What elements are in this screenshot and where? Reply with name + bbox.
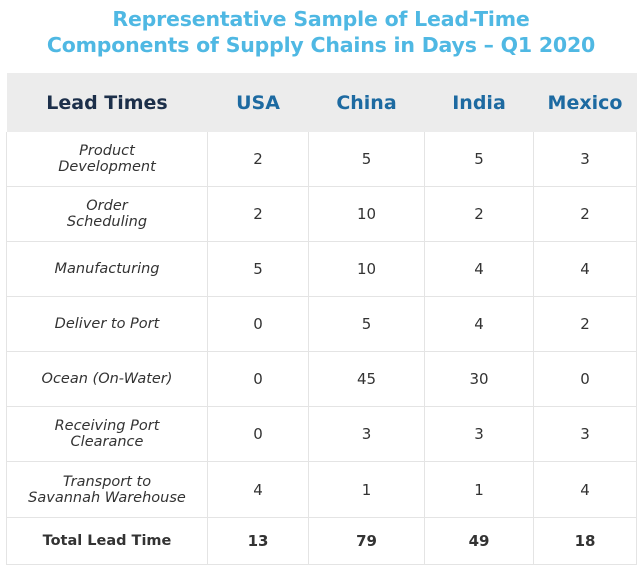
table-row: Transport to Savannah Warehouse 4 1 1 4 bbox=[6, 461, 637, 518]
cell-value-mexico: 4 bbox=[533, 461, 637, 518]
row-label-line: Order bbox=[86, 198, 128, 214]
table-row: Ocean (On-Water) 0 45 30 0 bbox=[6, 351, 637, 407]
table-row: Deliver to Port 0 5 4 2 bbox=[6, 296, 637, 352]
total-value-china: 79 bbox=[308, 517, 425, 565]
header-row: Lead Times USA China India Mexico bbox=[6, 73, 637, 132]
cell-value-usa: 0 bbox=[207, 351, 309, 407]
row-label: Product Development bbox=[6, 132, 208, 187]
table-row: Order Scheduling 2 10 2 2 bbox=[6, 186, 637, 242]
row-label-line: Ocean (On-Water) bbox=[41, 371, 173, 387]
row-label-line: Receiving Port bbox=[54, 418, 160, 434]
row-label-line: Scheduling bbox=[66, 214, 148, 230]
cell-value-usa: 0 bbox=[207, 296, 309, 352]
total-value-mexico: 18 bbox=[533, 517, 637, 565]
row-label-line: Clearance bbox=[70, 434, 144, 450]
cell-value-usa: 0 bbox=[207, 406, 309, 462]
cell-value-china: 1 bbox=[308, 461, 425, 518]
cell-value-mexico: 3 bbox=[533, 132, 637, 187]
table-row: Receiving Port Clearance 0 3 3 3 bbox=[6, 406, 637, 462]
chart-title: Representative Sample of Lead-Time Compo… bbox=[0, 6, 642, 58]
cell-value-china: 10 bbox=[308, 241, 425, 297]
cell-value-mexico: 3 bbox=[533, 406, 637, 462]
column-header-usa: USA bbox=[207, 73, 309, 132]
row-label: Ocean (On-Water) bbox=[6, 351, 208, 407]
total-value-india: 49 bbox=[424, 517, 534, 565]
cell-value-china: 10 bbox=[308, 186, 425, 242]
column-header-mexico: Mexico bbox=[533, 73, 637, 132]
cell-value-mexico: 2 bbox=[533, 296, 637, 352]
cell-value-mexico: 4 bbox=[533, 241, 637, 297]
row-label-line: Savannah Warehouse bbox=[28, 489, 186, 506]
row-label: Transport to Savannah Warehouse bbox=[6, 461, 208, 518]
row-label-line: Development bbox=[58, 159, 156, 175]
cell-value-china: 5 bbox=[308, 296, 425, 352]
total-value-usa: 13 bbox=[207, 517, 309, 565]
lead-time-table: Lead Times USA China India Mexico Produc… bbox=[6, 73, 637, 565]
cell-value-india: 5 bbox=[424, 132, 534, 187]
cell-value-china: 5 bbox=[308, 132, 425, 187]
cell-value-india: 4 bbox=[424, 241, 534, 297]
cell-value-india: 1 bbox=[424, 461, 534, 518]
row-label: Receiving Port Clearance bbox=[6, 406, 208, 462]
chart-title-line-2: Components of Supply Chains in Days – Q1… bbox=[46, 33, 596, 57]
cell-value-india: 2 bbox=[424, 186, 534, 242]
row-label: Manufacturing bbox=[6, 241, 208, 297]
total-label: Total Lead Time bbox=[6, 517, 208, 565]
table-row: Product Development 2 5 5 3 bbox=[6, 132, 637, 187]
row-label-line: Deliver to Port bbox=[54, 316, 160, 332]
cell-value-india: 3 bbox=[424, 406, 534, 462]
cell-value-usa: 5 bbox=[207, 241, 309, 297]
cell-value-mexico: 2 bbox=[533, 186, 637, 242]
cell-value-usa: 4 bbox=[207, 461, 309, 518]
cell-value-usa: 2 bbox=[207, 186, 309, 242]
table-row: Manufacturing 5 10 4 4 bbox=[6, 241, 637, 297]
column-header-china: China bbox=[308, 73, 425, 132]
total-row: Total Lead Time 13 79 49 18 bbox=[6, 517, 637, 565]
cell-value-india: 30 bbox=[424, 351, 534, 407]
cell-value-mexico: 0 bbox=[533, 351, 637, 407]
row-label-line: Manufacturing bbox=[54, 261, 160, 277]
chart-title-line-1: Representative Sample of Lead-Time bbox=[112, 7, 530, 31]
cell-value-usa: 2 bbox=[207, 132, 309, 187]
cell-value-china: 45 bbox=[308, 351, 425, 407]
cell-value-india: 4 bbox=[424, 296, 534, 352]
row-label: Deliver to Port bbox=[6, 296, 208, 352]
cell-value-china: 3 bbox=[308, 406, 425, 462]
row-label: Order Scheduling bbox=[6, 186, 208, 242]
row-label-line: Product bbox=[79, 143, 135, 159]
row-label-line: Transport to bbox=[62, 473, 152, 490]
table-body: Product Development 2 5 5 3 Order Scheduling 2 10… bbox=[6, 132, 637, 565]
column-header-lead-times: Lead Times bbox=[6, 73, 208, 132]
column-header-india: India bbox=[424, 73, 534, 132]
